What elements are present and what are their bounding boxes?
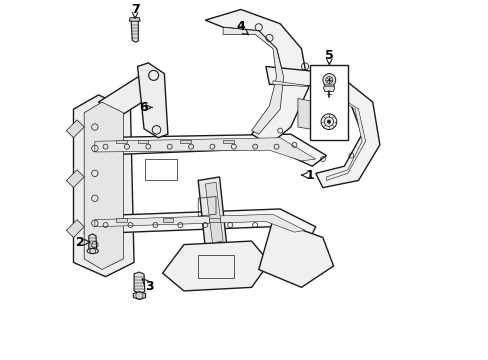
Polygon shape (297, 99, 340, 134)
Polygon shape (265, 67, 379, 188)
Polygon shape (258, 220, 333, 287)
Text: 1: 1 (305, 168, 314, 182)
Polygon shape (129, 18, 140, 21)
Text: 5: 5 (324, 49, 333, 62)
Polygon shape (95, 138, 315, 161)
Circle shape (322, 73, 335, 86)
Polygon shape (66, 220, 84, 238)
Text: 3: 3 (144, 280, 153, 293)
Circle shape (326, 120, 330, 123)
Polygon shape (272, 81, 365, 180)
Polygon shape (66, 120, 84, 138)
Polygon shape (116, 140, 127, 143)
Polygon shape (137, 140, 148, 143)
Text: 6: 6 (140, 101, 148, 114)
Text: 2: 2 (76, 235, 85, 249)
Polygon shape (223, 140, 233, 143)
Polygon shape (205, 182, 223, 243)
Polygon shape (208, 218, 219, 222)
Polygon shape (205, 9, 308, 145)
Polygon shape (223, 27, 283, 134)
Circle shape (321, 114, 336, 130)
Polygon shape (134, 272, 144, 293)
Polygon shape (131, 18, 138, 42)
Polygon shape (116, 218, 127, 222)
Ellipse shape (87, 248, 98, 253)
Polygon shape (323, 85, 334, 91)
Polygon shape (84, 209, 315, 241)
Polygon shape (95, 214, 305, 232)
Polygon shape (162, 241, 269, 291)
Polygon shape (73, 95, 134, 277)
Polygon shape (162, 218, 173, 222)
Polygon shape (84, 102, 123, 270)
Polygon shape (180, 140, 191, 143)
Text: 4: 4 (236, 20, 245, 33)
Polygon shape (98, 77, 159, 116)
Polygon shape (66, 170, 84, 188)
Polygon shape (137, 63, 167, 138)
FancyBboxPatch shape (310, 65, 347, 140)
Polygon shape (89, 234, 97, 250)
Polygon shape (198, 177, 226, 248)
Polygon shape (87, 134, 326, 166)
Text: 7: 7 (130, 3, 139, 16)
Polygon shape (133, 292, 145, 300)
